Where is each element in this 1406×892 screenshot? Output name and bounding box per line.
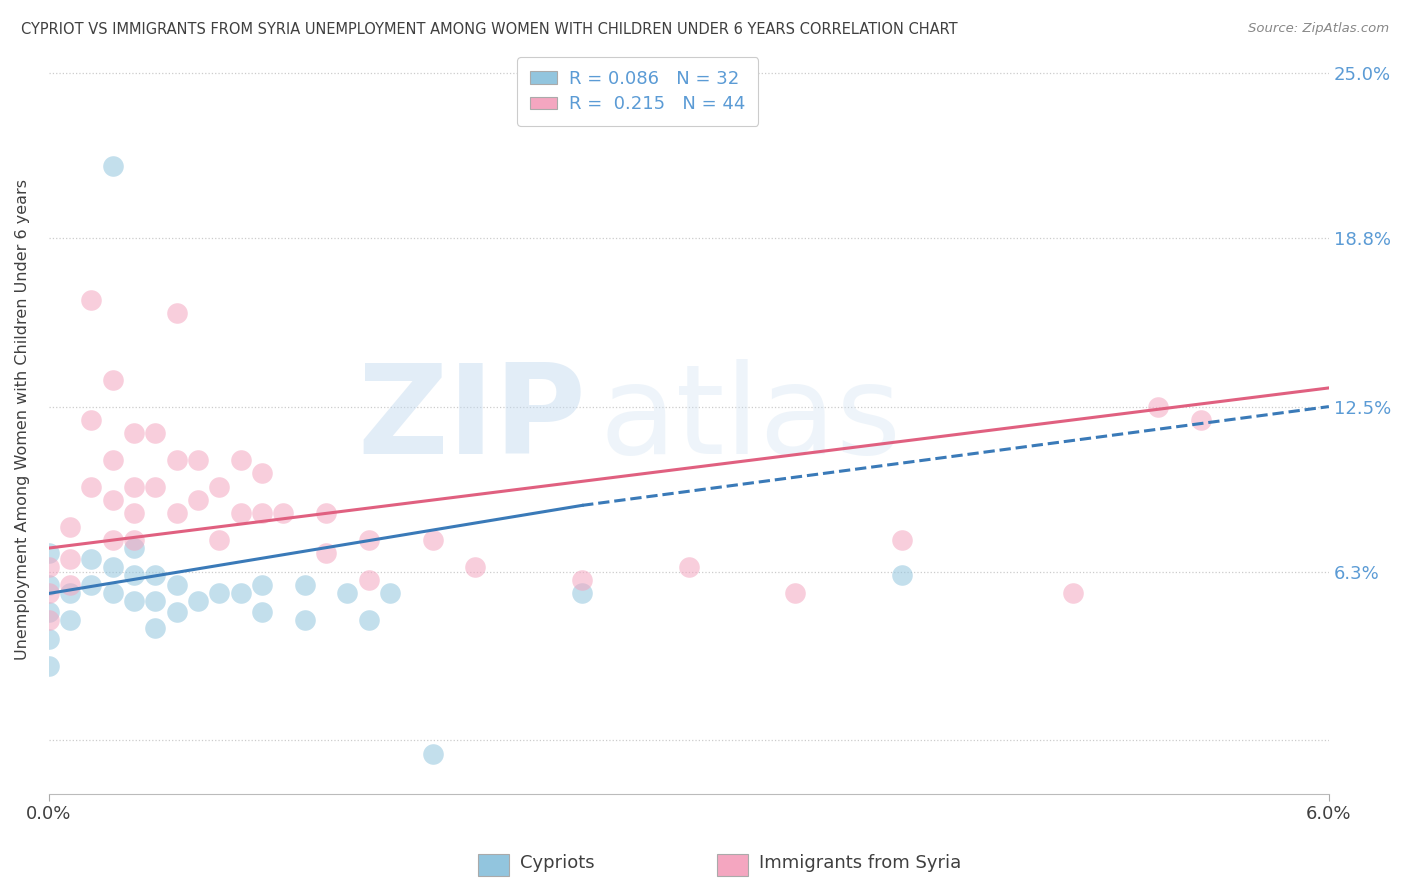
Point bbox=[101, 159, 124, 173]
Point bbox=[187, 594, 209, 608]
Point bbox=[122, 533, 145, 547]
Point bbox=[101, 586, 124, 600]
Y-axis label: Unemployment Among Women with Children Under 6 years: Unemployment Among Women with Children U… bbox=[15, 179, 30, 660]
Point bbox=[294, 578, 316, 592]
Point bbox=[38, 613, 60, 627]
Text: atlas: atlas bbox=[599, 359, 901, 481]
Point bbox=[250, 467, 273, 481]
Point bbox=[101, 533, 124, 547]
Point bbox=[59, 551, 82, 566]
Point bbox=[785, 586, 807, 600]
Point bbox=[101, 453, 124, 467]
Point bbox=[122, 507, 145, 521]
Point bbox=[80, 413, 103, 427]
Point bbox=[38, 578, 60, 592]
Point bbox=[101, 373, 124, 387]
Point bbox=[166, 578, 188, 592]
Point bbox=[294, 613, 316, 627]
Point bbox=[357, 533, 380, 547]
Point bbox=[250, 578, 273, 592]
Point bbox=[273, 507, 295, 521]
Point bbox=[891, 567, 914, 582]
Point bbox=[38, 632, 60, 646]
Point bbox=[678, 559, 700, 574]
Point bbox=[122, 480, 145, 494]
Point bbox=[315, 507, 337, 521]
Point bbox=[166, 306, 188, 320]
Point bbox=[166, 453, 188, 467]
Point bbox=[122, 426, 145, 441]
Point bbox=[38, 658, 60, 673]
Point bbox=[122, 541, 145, 555]
Point bbox=[38, 586, 60, 600]
Text: CYPRIOT VS IMMIGRANTS FROM SYRIA UNEMPLOYMENT AMONG WOMEN WITH CHILDREN UNDER 6 : CYPRIOT VS IMMIGRANTS FROM SYRIA UNEMPLO… bbox=[21, 22, 957, 37]
Text: Source: ZipAtlas.com: Source: ZipAtlas.com bbox=[1249, 22, 1389, 36]
Point bbox=[464, 559, 486, 574]
Point bbox=[145, 621, 167, 635]
Point bbox=[571, 586, 593, 600]
Point bbox=[59, 520, 82, 534]
Point bbox=[122, 567, 145, 582]
Point bbox=[250, 605, 273, 619]
Point bbox=[145, 480, 167, 494]
Point bbox=[59, 613, 82, 627]
Point bbox=[208, 586, 231, 600]
Point bbox=[571, 573, 593, 587]
Point bbox=[101, 559, 124, 574]
Point bbox=[357, 573, 380, 587]
Point bbox=[1062, 586, 1084, 600]
Point bbox=[80, 480, 103, 494]
Point bbox=[208, 480, 231, 494]
Point bbox=[145, 426, 167, 441]
Point bbox=[891, 533, 914, 547]
Point bbox=[315, 546, 337, 560]
Point bbox=[1147, 400, 1170, 414]
Point bbox=[80, 293, 103, 307]
Point bbox=[166, 605, 188, 619]
Point bbox=[422, 747, 444, 761]
Point bbox=[59, 586, 82, 600]
Point bbox=[145, 567, 167, 582]
Point bbox=[38, 559, 60, 574]
Point bbox=[1189, 413, 1212, 427]
Point bbox=[208, 533, 231, 547]
Point bbox=[250, 507, 273, 521]
Point bbox=[229, 586, 252, 600]
Point bbox=[101, 493, 124, 508]
Point bbox=[59, 578, 82, 592]
Point bbox=[38, 546, 60, 560]
Point bbox=[80, 578, 103, 592]
Point bbox=[187, 493, 209, 508]
Point bbox=[229, 453, 252, 467]
Point bbox=[357, 613, 380, 627]
Legend: R = 0.086   N = 32, R =  0.215   N = 44: R = 0.086 N = 32, R = 0.215 N = 44 bbox=[517, 57, 758, 126]
Point bbox=[145, 594, 167, 608]
Point bbox=[187, 453, 209, 467]
Point bbox=[336, 586, 359, 600]
Text: ZIP: ZIP bbox=[357, 359, 586, 481]
Point bbox=[378, 586, 401, 600]
Text: Immigrants from Syria: Immigrants from Syria bbox=[759, 855, 962, 872]
Point bbox=[422, 533, 444, 547]
Point bbox=[122, 594, 145, 608]
Point bbox=[38, 605, 60, 619]
Point bbox=[166, 507, 188, 521]
Text: Cypriots: Cypriots bbox=[520, 855, 595, 872]
Point bbox=[229, 507, 252, 521]
Point bbox=[80, 551, 103, 566]
